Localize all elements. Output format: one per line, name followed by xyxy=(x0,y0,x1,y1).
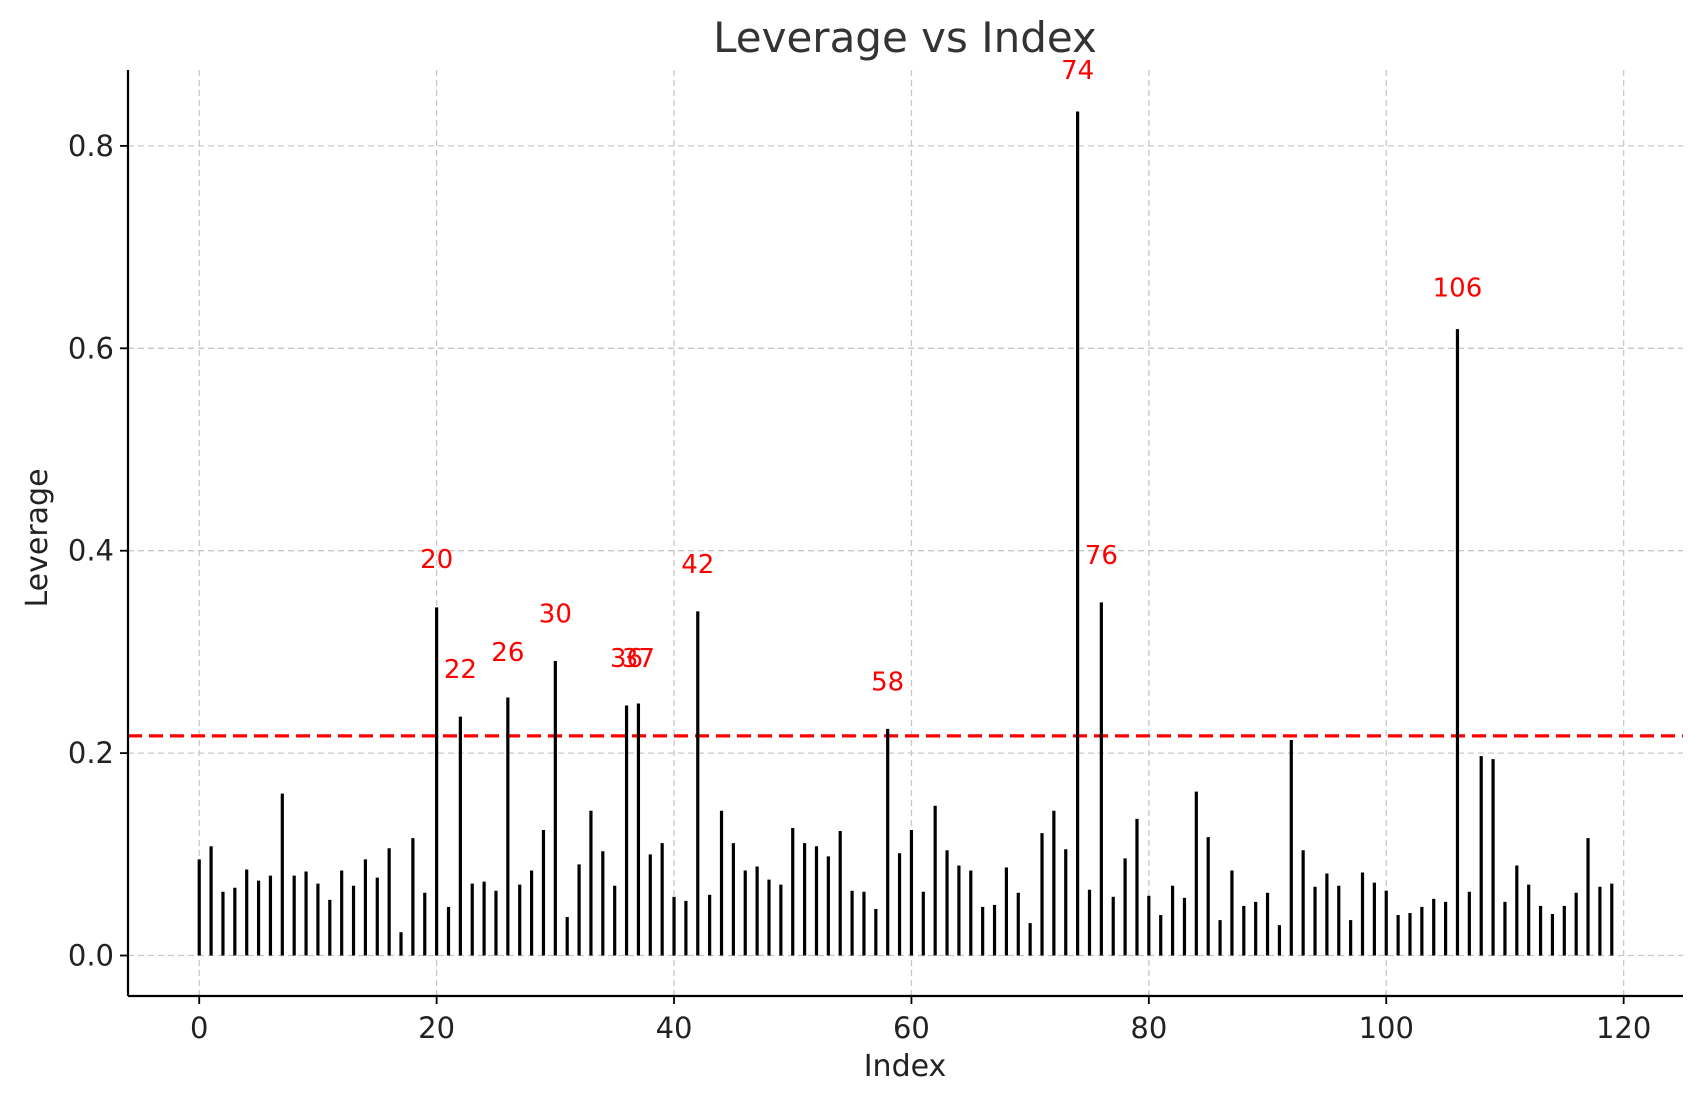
x-tick-label: 40 xyxy=(656,1011,693,1045)
y-tick-label: 0.4 xyxy=(68,534,114,568)
point-annotation: 76 xyxy=(1085,541,1118,571)
x-tick-label: 100 xyxy=(1359,1011,1414,1045)
y-tick-label: 0.2 xyxy=(68,736,114,770)
x-tick-label: 80 xyxy=(1130,1011,1167,1045)
y-tick-label: 0.8 xyxy=(68,129,114,163)
x-axis-label: Index xyxy=(864,1049,947,1084)
tick-labels: 0 20 40 60 80 100 120 0.0 0.2 0.4 0.6 0.8 xyxy=(68,129,1651,1045)
x-tick-label: 60 xyxy=(893,1011,930,1045)
x-tick-label: 20 xyxy=(418,1011,455,1045)
point-annotation: 30 xyxy=(539,600,572,630)
grid-lines xyxy=(128,70,1683,996)
x-tick-label: 120 xyxy=(1596,1011,1651,1045)
point-annotation: 22 xyxy=(444,655,477,685)
axes xyxy=(120,70,1683,1004)
point-annotation: 58 xyxy=(871,667,904,697)
point-annotation: 74 xyxy=(1061,56,1094,86)
point-annotation: 42 xyxy=(681,550,714,580)
x-tick-label: 0 xyxy=(190,1011,208,1045)
stem-series xyxy=(197,111,1614,956)
point-annotation: 36 xyxy=(610,644,643,674)
y-axis-label: Leverage xyxy=(20,468,55,607)
y-tick-label: 0.0 xyxy=(68,939,114,973)
point-annotation: 106 xyxy=(1433,274,1483,304)
y-tick-label: 0.6 xyxy=(68,331,114,365)
point-annotation: 37 xyxy=(622,644,655,674)
chart-title: Leverage vs Index xyxy=(713,13,1097,62)
point-annotation: 20 xyxy=(420,545,453,575)
point-annotation: 26 xyxy=(491,638,524,668)
